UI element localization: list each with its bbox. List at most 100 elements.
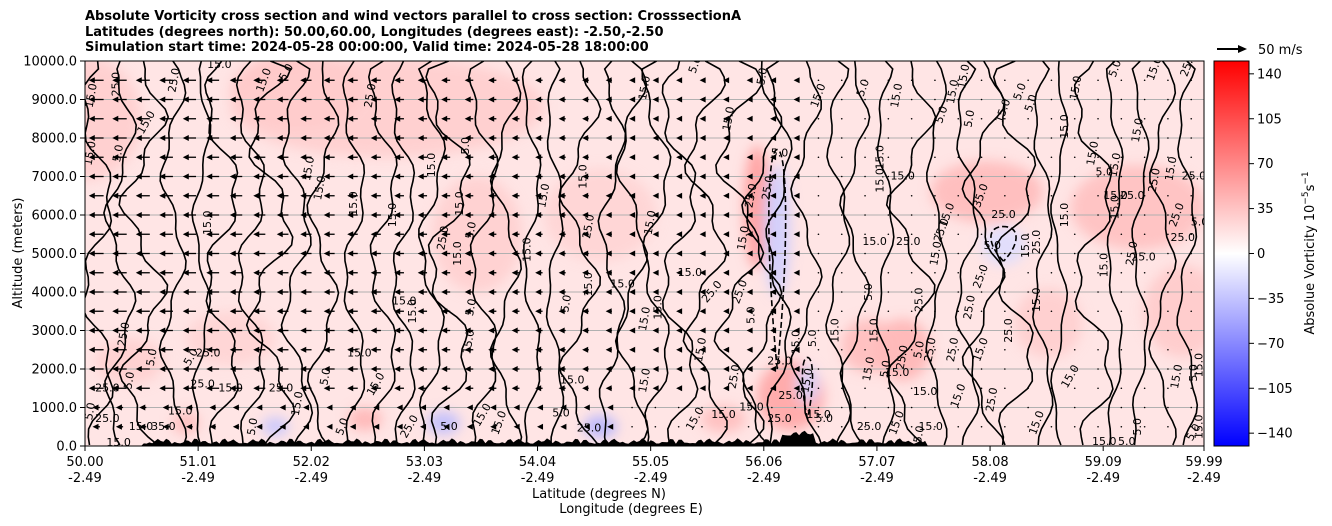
wind-arrowhead-242 xyxy=(370,154,377,161)
contour-label-105: 5.0 xyxy=(911,425,927,444)
wind-arrowhead-272 xyxy=(417,308,424,315)
x-tick-label-lon-3: -2.49 xyxy=(408,471,442,486)
wind-arrowhead-201 xyxy=(323,212,330,218)
wind-dot-838 xyxy=(1120,387,1123,390)
contour-label-131: 15.0 xyxy=(1129,117,1146,143)
wind-dot-513 xyxy=(724,425,727,428)
wind-arrowhead-540 xyxy=(746,269,753,276)
wind-dot-729 xyxy=(980,291,983,293)
wind-arrowhead-44 xyxy=(135,308,142,315)
contour-label-118: 25.0 xyxy=(983,387,1000,413)
contour-line-43 xyxy=(1176,61,1199,446)
wind-arrowhead-80 xyxy=(182,346,189,353)
y-axis-label: Altitude (meters) xyxy=(11,198,26,309)
wind-arrowhead-191 xyxy=(326,404,333,411)
wind-arrowhead-38 xyxy=(139,423,146,430)
wind-arrowhead-251 xyxy=(394,346,401,353)
wind-arrowhead-209 xyxy=(349,423,356,430)
wind-dot-610 xyxy=(840,387,843,390)
colorbar-label: Absolue Vorticity 10−5s−1 xyxy=(1301,171,1318,334)
contour-label-97: 5.0 xyxy=(911,340,927,359)
wind-dot-590 xyxy=(817,406,820,409)
wind-arrowhead-518 xyxy=(723,327,730,334)
contour-label-33: 15.0 xyxy=(392,295,417,308)
wind-arrowhead-419 xyxy=(607,404,614,411)
contour-label-72: 5.0 xyxy=(806,329,819,347)
wind-arrowhead-235 xyxy=(370,289,377,295)
contour-label-22: 15.0 xyxy=(520,237,533,262)
wind-arrowhead-397 xyxy=(558,96,565,103)
wind-arrowhead-113 xyxy=(206,77,213,84)
wind-arrowhead-317 xyxy=(464,173,471,180)
wind-dot-834 xyxy=(1097,98,1099,101)
wind-dot-890 xyxy=(1167,117,1169,120)
wind-arrowhead-327 xyxy=(488,346,495,353)
wind-arrowhead-249 xyxy=(394,385,401,392)
wind-arrowhead-219 xyxy=(347,231,354,238)
contour-line-34 xyxy=(954,61,980,446)
wind-dot-608 xyxy=(840,425,843,428)
wind-dot-651 xyxy=(887,329,890,332)
wind-arrowhead-200 xyxy=(323,231,330,238)
wind-arrowhead-74 xyxy=(159,96,166,103)
wind-arrowhead-502 xyxy=(699,269,706,276)
wind-arrowhead-390 xyxy=(558,231,565,238)
wind-dot-696 xyxy=(934,194,936,197)
wind-dot-533 xyxy=(747,406,750,409)
wind-arrowhead-568 xyxy=(770,96,777,103)
wind-arrowhead-352 xyxy=(511,231,518,238)
wind-arrowhead-529 xyxy=(723,115,730,122)
wind-arrowhead-247 xyxy=(396,423,403,430)
wind-arrowhead-124 xyxy=(229,231,236,238)
wind-arrowhead-204 xyxy=(323,154,330,161)
contour-line-3 xyxy=(158,61,188,446)
colorbar-tick-label-2: 70 xyxy=(1257,157,1274,172)
wind-arrowhead-20 xyxy=(115,404,122,411)
wind-dot-701 xyxy=(934,98,936,101)
contour-label-0: 15.0 xyxy=(83,82,100,108)
wind-arrowhead-580 xyxy=(793,231,800,238)
contour-label-146: 15.0 xyxy=(1193,415,1206,440)
wind-arrowhead-586 xyxy=(793,115,800,122)
wind-dot-633 xyxy=(864,310,866,313)
wind-dot-748 xyxy=(1004,291,1006,293)
wind-dot-802 xyxy=(1073,348,1076,351)
wind-arrowhead-198 xyxy=(323,269,330,276)
wind-dot-770 xyxy=(1027,233,1029,236)
wind-dot-825 xyxy=(1097,271,1099,274)
wind-dot-805 xyxy=(1073,291,1076,293)
wind-dot-649 xyxy=(887,368,890,370)
wind-arrowhead-79 xyxy=(182,366,189,372)
wind-arrowhead-321 xyxy=(464,96,471,103)
wind-dot-860 xyxy=(1143,329,1146,332)
wind-arrowhead-160 xyxy=(276,269,283,276)
wind-arrowhead-144 xyxy=(253,212,260,218)
wind-arrowhead-135 xyxy=(253,385,260,392)
colorbar-tick-label-1: 105 xyxy=(1257,112,1282,127)
contour-label-126: 15.0 xyxy=(1058,203,1071,228)
wind-dot-857 xyxy=(1143,387,1146,390)
wind-arrowhead-333 xyxy=(488,231,495,238)
wind-dot-746 xyxy=(1004,329,1006,332)
wind-dot-788 xyxy=(1050,252,1053,255)
wind-arrowhead-402 xyxy=(582,366,589,372)
wind-dot-854 xyxy=(1120,79,1123,82)
wind-dot-687 xyxy=(934,368,936,370)
wind-arrowhead-51 xyxy=(135,173,142,180)
contour-label-68: 25.0 xyxy=(726,363,743,389)
wind-dot-648 xyxy=(887,387,890,390)
wind-dot-715 xyxy=(957,194,960,197)
wind-dot-623 xyxy=(840,137,843,139)
contour-label-101: 5.0 xyxy=(877,359,893,378)
contour-label-100: 15.0 xyxy=(885,366,910,379)
wind-arrowhead-315 xyxy=(464,212,471,218)
wind-arrowhead-542 xyxy=(746,231,753,238)
wind-dot-787 xyxy=(1050,271,1053,274)
wind-dot-666 xyxy=(910,406,913,409)
colorbar-label-unit-exp: −1 xyxy=(1301,171,1311,184)
vorticity-region-16 xyxy=(426,411,461,435)
wind-arrowhead-181 xyxy=(300,231,307,238)
wind-arrowhead-354 xyxy=(511,192,518,199)
wind-arrowhead-500 xyxy=(699,308,706,315)
wind-arrowhead-164 xyxy=(276,192,283,199)
